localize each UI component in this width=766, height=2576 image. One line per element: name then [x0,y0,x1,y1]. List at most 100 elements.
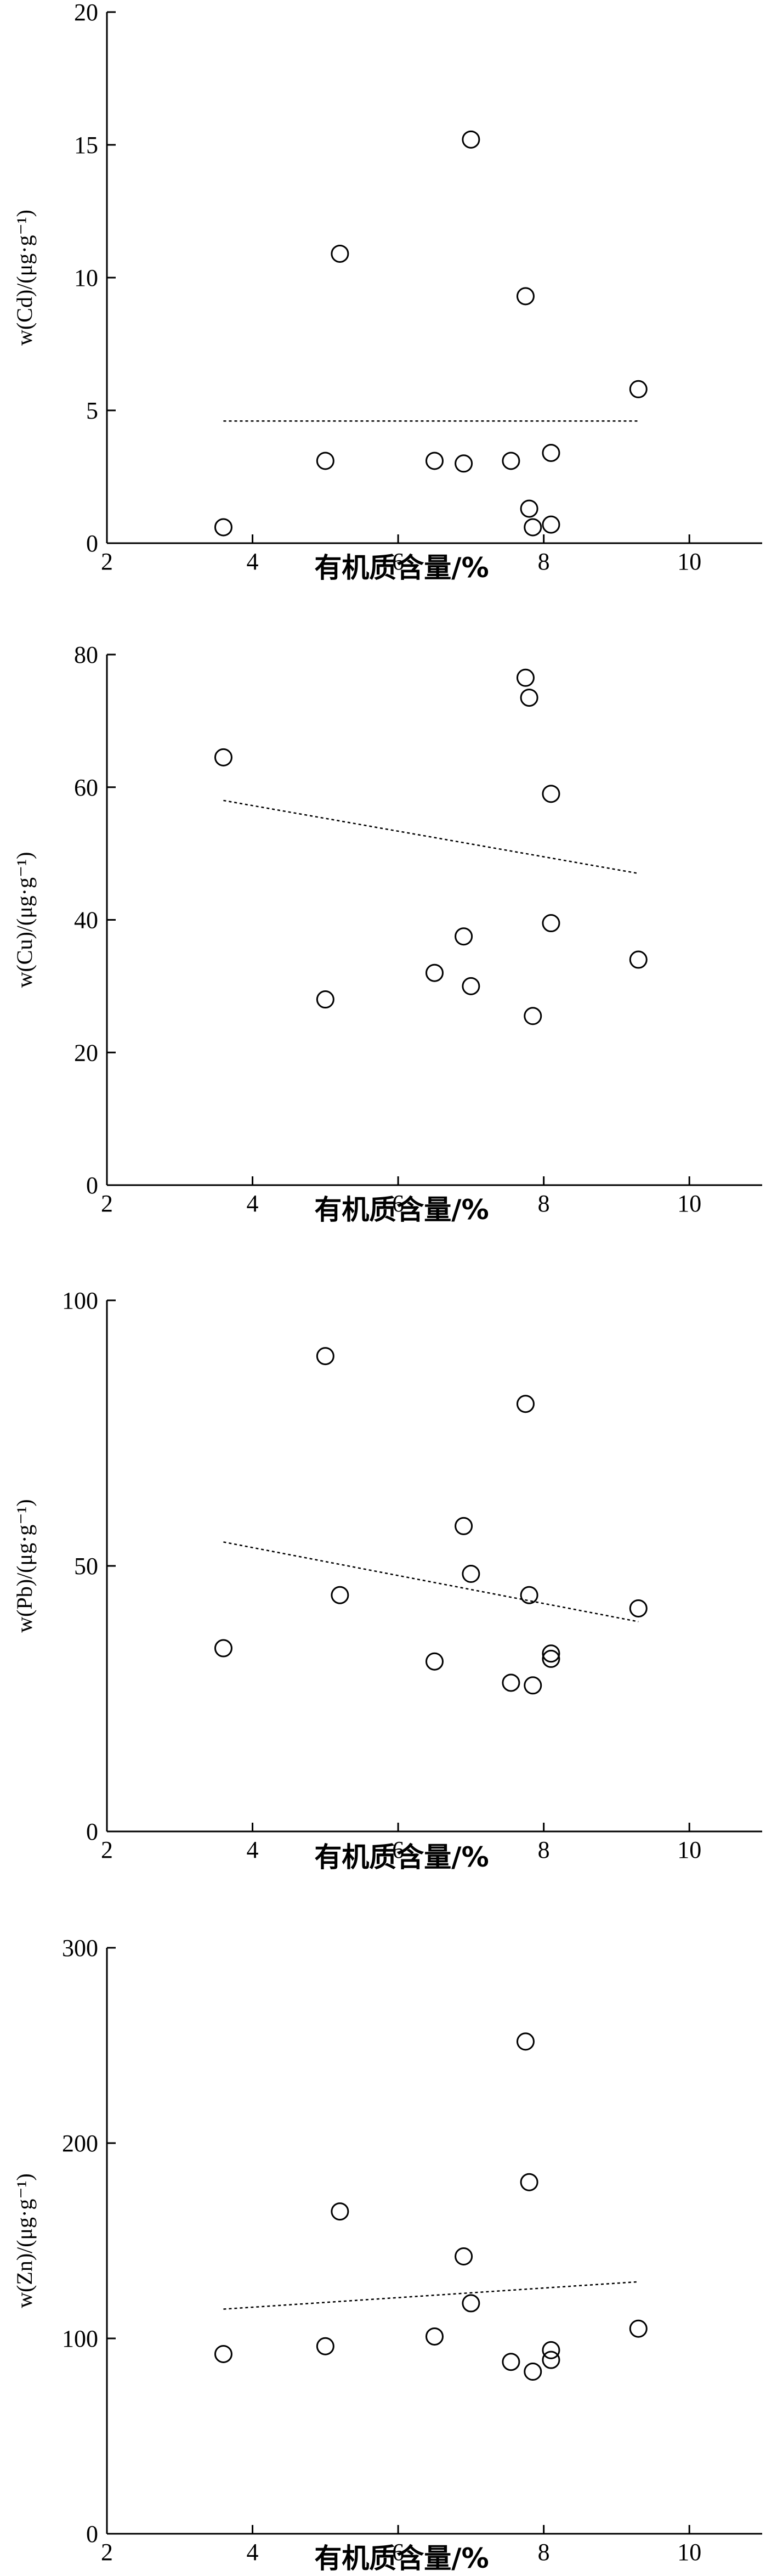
pb-x-tick-label: 6 [392,1836,404,1863]
zn-x-tick-label: 10 [677,2539,701,2566]
cu-x-tick-label: 2 [101,1190,113,1217]
zn-x-axis-label: 有机质含量/% [314,2543,489,2574]
cu-data-point [629,950,648,969]
cu-trend-line [223,799,639,875]
cd-data-point [316,452,334,470]
cd-x-tick-label: 4 [247,548,259,575]
pb-data-point [542,1644,560,1663]
cu-data-point [316,990,334,1009]
zn-y-tick-label: 200 [62,2130,98,2157]
cu-data-point [214,748,232,766]
zn-data-point [425,2327,444,2346]
pb-y-tick-label: 100 [62,1287,98,1314]
cd-data-point [542,443,560,462]
zn-data-point [214,2344,232,2363]
cu-chart: 2 4 6 8 10 0 20 40 60 80 有机质含量/% w(Cu)/(μg·g⁻¹) [12,641,762,1226]
pb-x-tick-label: 2 [101,1836,113,1863]
cd-data-point [524,518,542,537]
cu-data-point [542,785,560,803]
pb-x-tick-label: 4 [247,1836,259,1863]
cd-y-tick-label: 5 [86,397,98,424]
pb-y-tick-label: 0 [86,1818,98,1845]
cu-data-point [516,668,535,687]
zn-data-point [455,2247,473,2265]
cu-data-point [455,927,473,946]
cu-x-tick-label: 10 [677,1190,701,1217]
pb-x-tick-label: 8 [538,1836,550,1863]
zn-data-point [516,2032,535,2051]
pb-data-point [524,1676,542,1695]
cd-data-point [629,380,648,398]
zn-data-point [542,2341,560,2359]
cd-data-point [516,287,535,306]
cd-x-tick-label: 2 [101,548,113,575]
cu-x-tick-label: 8 [538,1190,550,1217]
cd-y-tick-label: 15 [74,132,98,159]
zn-data-point [462,2294,480,2313]
zn-data-point [316,2337,334,2355]
pb-data-point [462,1565,480,1583]
cd-x-tick-label: 6 [392,548,404,575]
zn-y-tick-label: 300 [62,1935,98,1961]
zn-y-axis-label: w(Zn)/(μg·g⁻¹) [12,2173,37,2308]
pb-x-tick-label: 10 [677,1836,701,1863]
pb-data-point [520,1586,538,1604]
cd-y-tick-label: 10 [74,264,98,291]
cu-y-tick-label: 80 [74,641,98,668]
zn-trend-line [223,2281,639,2310]
cu-data-point [520,689,538,707]
zn-y-tick-label: 0 [86,2521,98,2547]
cd-x-axis-label: 有机质含量/% [314,552,489,584]
cd-y-tick-label: 20 [74,0,98,26]
zn-x-tick-label: 6 [392,2539,404,2566]
cu-x-tick-label: 6 [392,1190,404,1217]
cd-data-point [214,518,232,537]
cu-data-point [462,977,480,995]
zn-data-point [524,2363,542,2381]
pb-data-point [502,1673,520,1692]
cu-x-axis-label: 有机质含量/% [314,1194,489,1226]
cd-data-point [520,499,538,518]
cu-x-tick-label: 4 [247,1190,259,1217]
pb-data-point [316,1347,334,1366]
cu-y-tick-label: 40 [74,907,98,934]
cu-data-point [524,1007,542,1025]
cd-data-point [542,515,560,534]
cd-data-point [425,452,444,470]
pb-data-point [516,1395,535,1413]
zn-data-point [542,2350,560,2369]
pb-x-axis-label: 有机质含量/% [314,1841,489,1873]
zn-data-point [629,2319,648,2338]
pb-data-point [425,1652,444,1671]
pb-trend-line [223,1541,639,1622]
pb-y-tick-label: 50 [74,1553,98,1580]
zn-x-tick-label: 2 [101,2539,113,2566]
cu-y-tick-label: 20 [74,1039,98,1066]
cd-data-point [502,452,520,470]
pb-y-axis-label: w(Pb)/(μg·g⁻¹) [12,1499,37,1632]
cu-y-axis-label: w(Cu)/(μg·g⁻¹) [12,852,37,988]
pb-data-point [542,1649,560,1668]
zn-x-tick-label: 8 [538,2539,550,2566]
cd-y-tick-label: 0 [86,530,98,557]
cd-data-point [462,130,480,149]
zn-data-point [502,2353,520,2371]
cd-y-axis-label: w(Cd)/(μg·g⁻¹) [12,210,37,346]
pb-data-point [331,1586,349,1604]
zn-x-tick-label: 4 [247,2539,259,2566]
cu-y-tick-label: 0 [86,1172,98,1199]
cd-data-point [331,244,349,263]
zn-y-tick-label: 100 [62,2325,98,2352]
pb-data-point [455,1517,473,1535]
cd-data-point [455,454,473,473]
pb-data-point [214,1639,232,1658]
cu-data-point [425,963,444,982]
cu-data-point [542,914,560,933]
cd-chart: 2 4 6 8 10 0 5 10 15 20 有机质含量/% w(Cd)/(μg·g⁻¹) [12,0,762,584]
pb-data-point [629,1599,648,1617]
cd-x-tick-label: 10 [677,548,701,575]
cu-y-tick-label: 60 [74,774,98,801]
